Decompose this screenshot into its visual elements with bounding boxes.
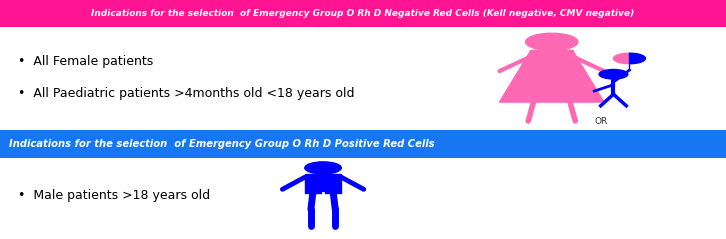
Polygon shape	[531, 50, 573, 69]
Polygon shape	[613, 53, 629, 64]
Polygon shape	[499, 50, 604, 102]
Circle shape	[305, 162, 341, 174]
Text: •  All Female patients: • All Female patients	[18, 55, 153, 69]
FancyBboxPatch shape	[0, 0, 726, 27]
Text: Indications for the selection  of Emergency Group O Rh D Positive Red Cells: Indications for the selection of Emergen…	[9, 139, 434, 149]
Polygon shape	[629, 53, 645, 64]
Text: OR: OR	[595, 118, 608, 126]
Circle shape	[526, 33, 578, 50]
Polygon shape	[305, 174, 341, 193]
FancyBboxPatch shape	[0, 130, 726, 158]
Text: Indications for the selection  of Emergency Group O Rh D Negative Red Cells (Kel: Indications for the selection of Emergen…	[91, 9, 635, 18]
Circle shape	[599, 70, 628, 79]
Text: •  All Paediatric patients >4months old <18 years old: • All Paediatric patients >4months old <…	[18, 87, 354, 99]
Text: •  Male patients >18 years old: • Male patients >18 years old	[18, 190, 211, 202]
